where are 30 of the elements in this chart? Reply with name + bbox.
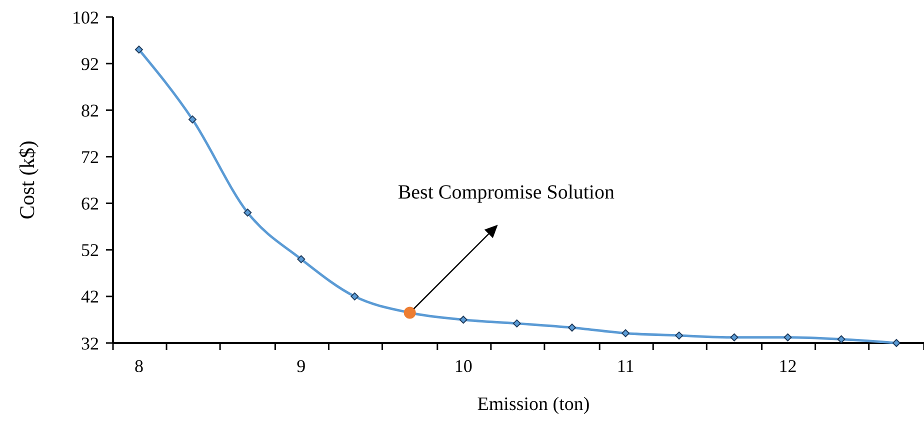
- y-tick-label: 102: [72, 7, 99, 28]
- y-axis-title: Cost (k$): [15, 140, 39, 220]
- point: [837, 335, 846, 344]
- x-tick-label: 10: [454, 356, 472, 376]
- x-tick-label: 11: [616, 356, 634, 376]
- x-tick-label: 12: [778, 356, 797, 376]
- y-tick-label: 82: [81, 100, 99, 120]
- point: [730, 333, 738, 342]
- x-tick-label: 9: [296, 356, 306, 376]
- point: [459, 316, 468, 324]
- point: [350, 292, 359, 300]
- y-tick-label: 72: [81, 147, 99, 168]
- point: [568, 324, 576, 332]
- point: [134, 46, 143, 54]
- y-tick-label: 52: [81, 240, 99, 260]
- point: [622, 329, 630, 338]
- point: [512, 319, 521, 328]
- point: [188, 115, 196, 124]
- annotation: Best Compromise Solution: [398, 182, 615, 204]
- point: [297, 255, 306, 264]
- point: [892, 339, 900, 347]
- x-tick-label: 8: [134, 356, 144, 376]
- point: [784, 333, 792, 342]
- y-tick-label: 62: [81, 194, 99, 214]
- y-tick-label: 32: [81, 333, 99, 354]
- point: [675, 332, 684, 340]
- y-tick-label: 42: [81, 286, 99, 307]
- x-axis-title: Emission (ton): [477, 394, 590, 415]
- y-tick-label: 92: [81, 54, 99, 74]
- point: [244, 208, 252, 217]
